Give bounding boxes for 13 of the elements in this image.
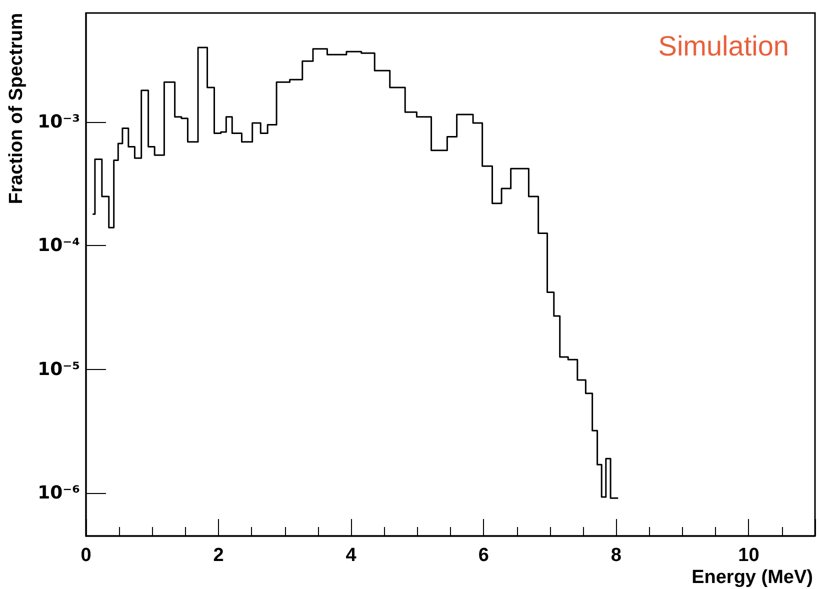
x-tick-label: 6 <box>478 545 489 566</box>
y-tick-label: 10⁻⁶ <box>38 482 80 504</box>
y-axis-title: Fraction of Spectrum <box>6 13 27 204</box>
x-tick-label: 4 <box>346 545 357 566</box>
x-tick-label: 8 <box>610 545 622 566</box>
y-tick-label: 10⁻⁵ <box>38 358 80 380</box>
x-tick-label: 2 <box>213 545 224 566</box>
y-tick-label: 10⁻⁴ <box>38 235 80 256</box>
annotation: Simulation <box>658 30 790 62</box>
x-tick-label: 10 <box>738 545 760 566</box>
x-axis-title: Energy (MeV) <box>692 567 814 588</box>
x-tick-label: 0 <box>80 545 92 566</box>
y-tick-label: 10⁻³ <box>38 111 80 132</box>
